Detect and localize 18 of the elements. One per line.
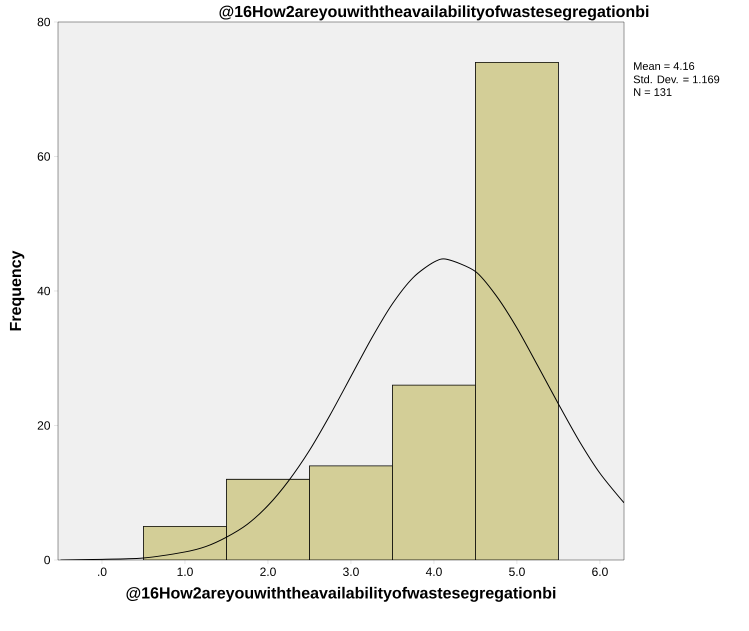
x-tick-label: 1.0	[178, 568, 193, 576]
x-tick-label: 5.0	[509, 568, 525, 576]
text: Mean = 4.16	[634, 62, 694, 70]
text: Std. Dev. = 1.169	[634, 75, 720, 84]
x-axis-title: @16How2areyouwiththeavailabilityofwastesegregationbi	[126, 586, 556, 602]
y-tick-label: 20	[38, 421, 50, 430]
chart-title: @16How2areyouwiththeavailabilityofwastesegregationbi	[220, 5, 648, 20]
x-tick-label: 3.0	[343, 568, 359, 576]
y-tick-label: 40	[37, 286, 50, 296]
x-tick-label: 4.0	[426, 568, 442, 576]
x-tick-label: .0	[98, 568, 107, 576]
y-axis-title: Frequency	[10, 250, 24, 330]
y-tick-label: 0	[44, 556, 50, 564]
y-tick-label: 60	[38, 152, 50, 161]
x-tick-label: 2.0	[260, 568, 276, 576]
text: N = 131	[634, 88, 672, 96]
y-tick-label: 80	[38, 18, 50, 26]
x-tick-label: 6.0	[592, 568, 608, 576]
